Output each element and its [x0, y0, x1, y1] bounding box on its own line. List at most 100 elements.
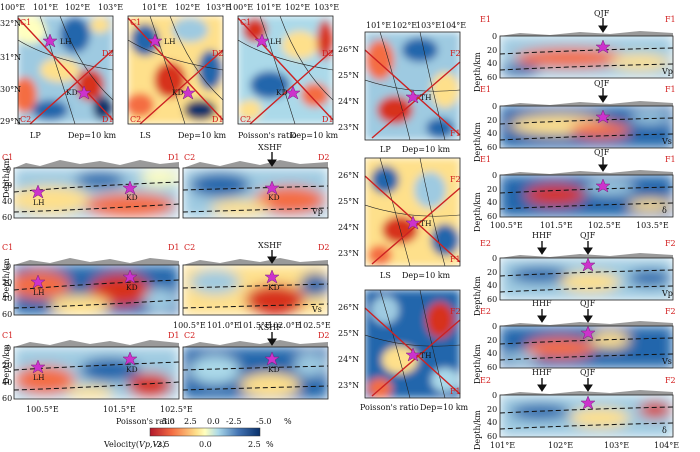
corner-c2: C2 [130, 115, 141, 124]
param-label: Vp [311, 207, 323, 216]
corner-d1: D1 [102, 115, 114, 124]
site-kd: KD [268, 193, 280, 202]
corner-f1: F1 [665, 155, 676, 164]
corner-c2: C2 [20, 115, 31, 124]
site-th: TH [420, 93, 432, 102]
corner-f2: F2 [665, 376, 676, 385]
e2f2-lon-ticks: 101°E 102°E 103°E 104°E [490, 441, 679, 450]
colorbar-pr-unit: % [284, 417, 292, 426]
fault-label-hhf: HHF [532, 231, 552, 240]
map-pr1-lon-ticks: 100°E 101°E 102°E 103°E [228, 3, 339, 12]
left-depth-axis-2: 0 20 40 60 [2, 262, 12, 319]
star-icon-group [30, 33, 611, 410]
tick-label: 32°N [0, 19, 21, 28]
tick-label: 0 [492, 102, 497, 111]
corner-d1: D1 [168, 331, 180, 340]
arrow-down-icon [267, 332, 277, 346]
tick-label: 25°N [338, 197, 359, 206]
map-type-label: Poisson's ratio [360, 403, 419, 412]
param-label: Vs [311, 305, 322, 314]
fault-label-xshf: XSHF [258, 241, 282, 250]
tick-label: 0 [6, 165, 11, 174]
fault-label-xshf: XSHF [258, 323, 282, 332]
tick-label: 60 [487, 143, 497, 152]
c1d1-lon-ticks: 100.5°E 101.5°E 102.5°E [26, 405, 193, 414]
map-type-label: LP [380, 145, 391, 154]
map-panel-ls-yunnan [364, 157, 461, 267]
tick-label: 26°N [338, 171, 359, 180]
star-icon [122, 269, 138, 284]
map-panel-poisson-yunnan [364, 289, 461, 399]
tick-label: 100.5°E [173, 321, 206, 330]
tick-label: 103°E [206, 3, 231, 12]
section-e2f2-vp [499, 253, 674, 301]
corner-f1: F1 [665, 85, 676, 94]
tick-label: 60 [487, 363, 497, 372]
tick-label: 101.0°E [207, 321, 240, 330]
section-e2f2-poisson [499, 390, 674, 438]
map-lp2-lat-ticks: 26°N 25°N 24°N 23°N [338, 45, 359, 132]
site-lh: LH [60, 37, 72, 46]
map-panel-lp-yunnan [364, 31, 461, 141]
c2d2-lon-ticks: 100.5°E 101.0°E 101.5°E 102.0°E 102.5°E [173, 321, 331, 330]
tick-label: 20 [487, 268, 497, 277]
corner-e1: E1 [480, 155, 491, 164]
site-lh: LH [33, 373, 45, 382]
star-icon [76, 85, 92, 100]
star-icon [405, 215, 421, 230]
tick-label: 24°N [338, 355, 359, 364]
tick-label: 60 [487, 212, 497, 221]
tick-label: 0 [492, 322, 497, 331]
corner-c2: C2 [184, 243, 195, 252]
map-panel-ls-sichuan [127, 15, 224, 125]
section-c1d1-vp [13, 160, 180, 219]
tick-label: 104°E [441, 21, 466, 30]
corner-f2: F2 [450, 175, 461, 184]
section-c2d2-vp [182, 160, 329, 219]
tick-label: 100.5°E [26, 405, 59, 414]
depth-axis-title: Depth/km [2, 158, 11, 198]
star-icon [580, 257, 596, 272]
section-e2f2-vs [499, 321, 674, 369]
corner-d2: D2 [318, 243, 330, 252]
tick-label: 25°N [338, 329, 359, 338]
right-labels: E1 F1 QJF Vp E1 F1 QJF Vs E1 F1 QJF δ E2… [480, 9, 676, 435]
colorbar-vel-label: Velocity(Vp,Vs) [103, 440, 166, 449]
tick-label: 102.5°E [160, 405, 193, 414]
param-label: Vp [661, 289, 673, 298]
left-depth-axis-1: 0 20 40 60 [2, 165, 12, 222]
corner-d2: D2 [318, 153, 330, 162]
corner-d2: D2 [322, 49, 334, 58]
right-depth-ticks: 0 20 40 60 0 20 40 60 0 20 40 60 0 20 40… [487, 32, 497, 441]
tick-label: 20 [2, 181, 12, 190]
corner-f1: F1 [450, 387, 461, 396]
section-e1f1-poisson [499, 170, 674, 218]
param-label: δ [662, 426, 667, 435]
tick-label: -2.5 [154, 440, 169, 449]
tick-label: 101°E [490, 441, 515, 450]
corner-f2: F2 [450, 49, 461, 58]
star-icon [42, 33, 58, 48]
tick-label: 100°E [0, 3, 25, 12]
site-th: TH [420, 219, 432, 228]
tick-label: 40 [2, 378, 12, 387]
arrow-down-icon [598, 157, 608, 172]
corner-d1: D1 [168, 153, 180, 162]
tick-label: 103°E [416, 21, 441, 30]
corner-c1: C1 [2, 331, 13, 340]
param-label: Vs [661, 357, 672, 366]
tick-label: 29°N [0, 117, 21, 126]
tick-label: 20 [2, 278, 12, 287]
section-e1f1-vs [499, 101, 674, 149]
colorbar-vel-unit: % [266, 440, 274, 449]
star-icon [405, 89, 421, 104]
depth-axis-title: Depth/km [473, 276, 482, 316]
tick-label: 31°N [0, 53, 21, 62]
section-e1f1-vp [499, 31, 674, 79]
map-depth-label: Dep=10 km [402, 145, 451, 154]
site-kd: KD [126, 365, 138, 374]
tick-label: 100°E [228, 3, 253, 12]
tick-label: 103.5°E [636, 221, 669, 230]
fault-label-qjf: QJF [594, 9, 610, 18]
